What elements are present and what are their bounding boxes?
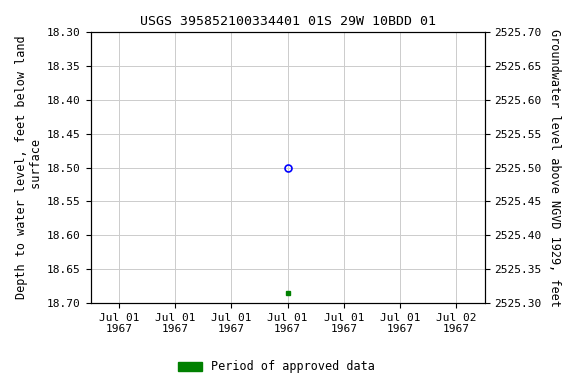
Y-axis label: Depth to water level, feet below land
 surface: Depth to water level, feet below land su…: [15, 36, 43, 300]
Legend: Period of approved data: Period of approved data: [173, 356, 380, 378]
Y-axis label: Groundwater level above NGVD 1929, feet: Groundwater level above NGVD 1929, feet: [548, 28, 561, 306]
Title: USGS 395852100334401 01S 29W 10BDD 01: USGS 395852100334401 01S 29W 10BDD 01: [139, 15, 435, 28]
